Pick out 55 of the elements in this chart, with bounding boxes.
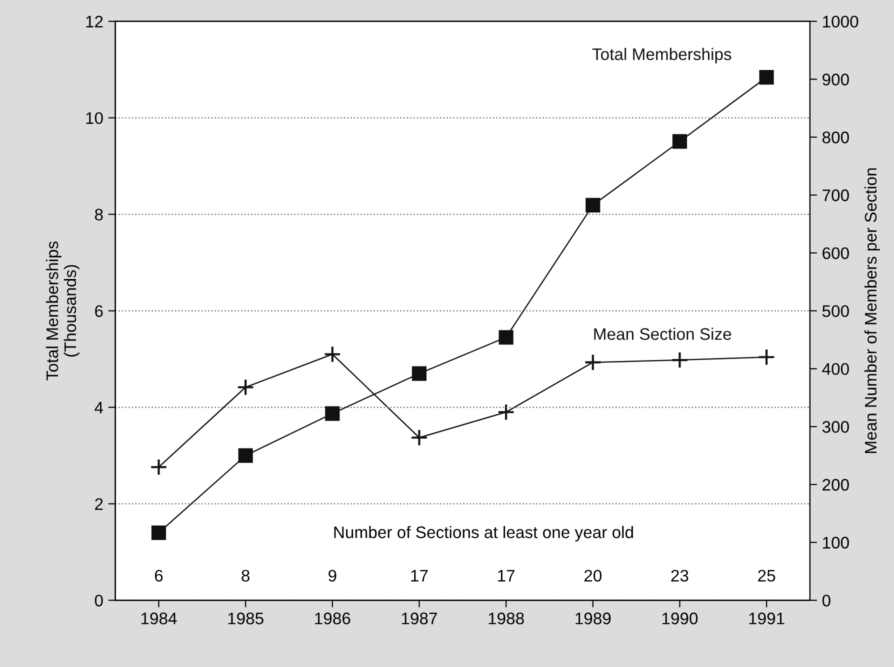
series-label: Total Memberships (592, 48, 732, 64)
y2-tick-label: 500 (822, 305, 849, 318)
y2-tick-label: 900 (822, 74, 849, 86)
point (324, 346, 342, 363)
annotation: 17 (411, 570, 428, 582)
y2-tick-label: 600 (822, 247, 849, 260)
y2-tick-label: 300 (822, 421, 849, 433)
y2-tick-label: 100 (823, 536, 849, 549)
x-tick-label: 1986 (315, 612, 350, 624)
point (236, 378, 254, 396)
y2-tick-label: 400 (822, 363, 849, 375)
point (151, 525, 166, 540)
y2-tick-label: 1000 (823, 16, 858, 28)
x-tick-label: 1987 (402, 612, 437, 624)
annotation: 8 (242, 570, 250, 582)
y-tick-label: 12 (86, 16, 103, 28)
y2-axis-title: Mean Number of Members per Section (864, 168, 880, 454)
point (412, 366, 427, 381)
annotation: 9 (328, 570, 336, 582)
point (586, 198, 600, 212)
x-tick-label: 1989 (576, 612, 611, 624)
point (150, 458, 168, 476)
point (238, 448, 253, 463)
point (410, 428, 428, 446)
y-tick-label: 6 (95, 305, 103, 318)
annotation: 23 (671, 570, 688, 582)
y2-tick-label: 200 (822, 478, 849, 491)
y2-tick-label: 0 (822, 594, 830, 607)
point (498, 330, 514, 345)
point (672, 134, 688, 149)
point (584, 354, 602, 372)
y-tick-label: 4 (94, 402, 104, 414)
y-tick-label: 2 (95, 498, 103, 510)
y-tick-label: 10 (86, 112, 103, 124)
annotation: 17 (498, 570, 514, 582)
point (671, 351, 688, 369)
annotation: 6 (154, 570, 163, 582)
x-tick-label: 1988 (488, 612, 524, 624)
annotation: Number of Sections at least one year old (334, 526, 633, 542)
point (758, 348, 776, 366)
y2-tick-label: 800 (822, 132, 849, 144)
x-tick-label: 1991 (749, 612, 784, 624)
y-tick-label: 0 (94, 594, 103, 607)
point (497, 403, 515, 421)
x-tick-label: 1990 (662, 612, 698, 624)
y2-tick-label: 700 (822, 189, 849, 202)
point (325, 406, 340, 421)
x-tick-label: 1985 (228, 612, 264, 624)
y-axis-title: Total Memberships (Thousands) (46, 241, 80, 380)
annotation: 25 (758, 570, 776, 582)
y-tick-label: 8 (94, 208, 103, 221)
series-label: Mean Section Size (594, 328, 732, 340)
point (759, 70, 774, 85)
annotation: 20 (584, 570, 602, 582)
x-tick-label: 1984 (141, 612, 177, 624)
